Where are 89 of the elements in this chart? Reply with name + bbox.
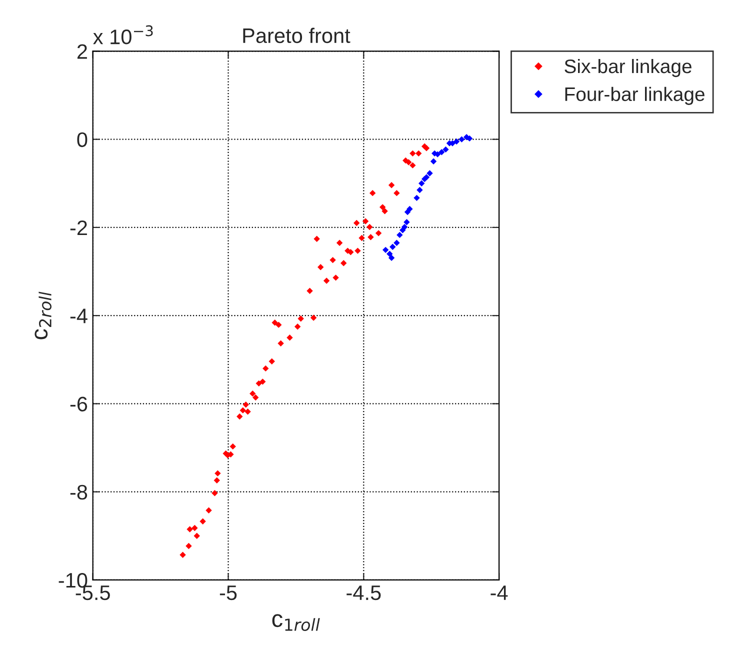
point: [317, 264, 324, 270]
point: [396, 232, 403, 238]
point: [430, 158, 437, 164]
point: [272, 320, 278, 326]
point: [404, 219, 410, 226]
point: [200, 518, 206, 524]
point: [366, 224, 373, 230]
y-tick-label: -2: [70, 220, 87, 235]
point: [416, 150, 422, 157]
point: [240, 407, 246, 414]
point: [262, 365, 269, 372]
point: [242, 401, 249, 408]
point: [194, 532, 200, 539]
point: [418, 180, 425, 186]
x-axis-title: c$_{1roll}$: [272, 614, 320, 631]
legend-label: Six-bar linkage: [564, 58, 692, 78]
point: [250, 390, 256, 397]
text: x 10$^{−3}$: [93, 25, 153, 44]
point: [453, 138, 460, 145]
point: [458, 136, 465, 142]
point: [268, 358, 275, 365]
point: [230, 443, 236, 450]
point: [298, 316, 304, 322]
x-tick-label: -5: [220, 586, 237, 600]
point: [256, 380, 262, 387]
point: [406, 206, 413, 212]
point: [260, 378, 266, 385]
point: [394, 190, 400, 196]
point: [404, 208, 411, 216]
point: [306, 288, 313, 294]
point: [214, 477, 220, 484]
point: [410, 162, 416, 168]
point: [358, 234, 365, 242]
point: [426, 170, 433, 176]
point: [323, 278, 330, 284]
y-tick-label: -10: [58, 572, 88, 588]
y-tick-label: 2: [77, 44, 87, 59]
point: [438, 148, 445, 156]
point: [278, 340, 284, 346]
point: [466, 135, 473, 142]
point: [380, 204, 386, 210]
point: [388, 182, 395, 188]
point: [416, 186, 423, 194]
point: [330, 256, 336, 264]
point: [401, 224, 408, 230]
y-tick-label: -4: [70, 308, 88, 324]
point: [382, 246, 389, 254]
point: [442, 146, 449, 153]
point: [294, 323, 301, 330]
point: [369, 190, 376, 196]
point: [386, 250, 393, 257]
chart-title: Pareto front: [243, 28, 350, 44]
point: [236, 413, 243, 420]
point: [310, 314, 317, 321]
x-tick-label: -4.5: [346, 586, 381, 600]
y-tick-label: 0: [77, 132, 88, 148]
point: [180, 552, 186, 558]
x-tick-label: -4: [490, 586, 508, 600]
point: [410, 150, 416, 157]
point: [314, 236, 320, 242]
y-tick-label: -6: [70, 396, 88, 412]
point: [362, 218, 369, 224]
point: [214, 470, 221, 476]
point: [390, 244, 396, 250]
point: [186, 526, 193, 532]
point: [336, 240, 343, 246]
point: [244, 408, 251, 415]
y-tick-label: -8: [70, 484, 88, 500]
point: [286, 334, 293, 341]
point: [394, 240, 400, 246]
point: [354, 248, 361, 254]
x-tick-label: -5.5: [76, 586, 110, 600]
point: [406, 159, 412, 166]
point: [212, 490, 218, 496]
point: [276, 322, 282, 328]
point: [388, 254, 395, 261]
point: [332, 274, 339, 281]
point: [252, 394, 259, 401]
y-axis-title: c$_{2roll}$: [34, 292, 52, 340]
point: [186, 542, 192, 550]
legend-label: Four-bar linkage: [565, 86, 704, 105]
point: [414, 194, 420, 202]
point: [375, 230, 382, 236]
point: [354, 220, 360, 226]
point: [206, 507, 212, 514]
point: [192, 524, 198, 532]
point: [368, 234, 374, 240]
point: [382, 208, 388, 214]
point: [340, 260, 347, 266]
